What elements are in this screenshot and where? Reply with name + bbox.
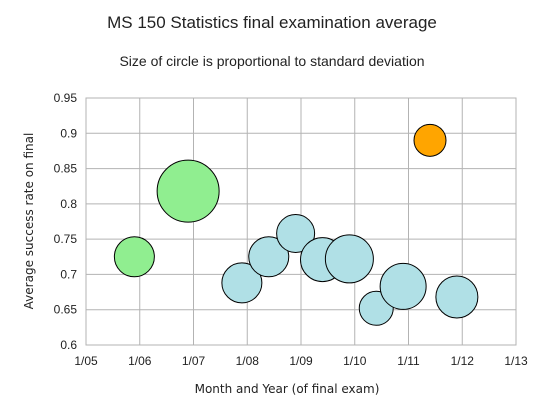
bubble-point xyxy=(413,123,447,157)
y-tick-label: 0.95 xyxy=(54,91,78,105)
x-tick-label: 1/07 xyxy=(182,354,206,368)
x-tick-label: 1/13 xyxy=(504,354,528,368)
y-tick-label: 0.7 xyxy=(60,267,77,281)
bubble-point xyxy=(435,275,479,319)
y-tick-label: 0.8 xyxy=(60,197,77,211)
y-tick-label: 0.65 xyxy=(54,303,78,317)
bubble-point xyxy=(248,236,290,278)
tick-labels: 0.6 0.65 0.7 0.75 0.8 0.85 0.9 0.95 1/05 1/06 1/07… xyxy=(54,91,528,368)
x-tick-label: 1/09 xyxy=(289,354,313,368)
x-tick-label: 1/10 xyxy=(343,354,367,368)
y-axis-label: Average success rate on final xyxy=(22,133,36,310)
bubble-point xyxy=(379,262,427,310)
y-tick-label: 0.75 xyxy=(54,232,78,246)
chart-subtitle: Size of circle is proportional to standa… xyxy=(119,53,424,69)
y-tick-label: 0.9 xyxy=(60,126,77,140)
x-tick-label: 1/11 xyxy=(397,354,420,368)
plot-area-frame xyxy=(85,97,517,346)
chart-title: MS 150 Statistics final examination aver… xyxy=(107,13,437,32)
x-tick-label: 1/08 xyxy=(236,354,260,368)
x-tick-label: 1/06 xyxy=(128,354,152,368)
bubble-point xyxy=(156,159,220,223)
bubble-point xyxy=(276,213,316,253)
x-tick-label: 1/05 xyxy=(74,354,98,368)
bubbles xyxy=(113,123,479,326)
y-tick-label: 0.6 xyxy=(60,338,77,352)
x-tick-label: 1/12 xyxy=(451,354,475,368)
x-axis-label: Month and Year (of final exam) xyxy=(195,382,380,396)
bubble-point xyxy=(324,234,374,284)
bubble-point xyxy=(221,262,263,304)
bubble-point xyxy=(113,236,155,278)
y-tick-label: 0.85 xyxy=(54,162,78,176)
